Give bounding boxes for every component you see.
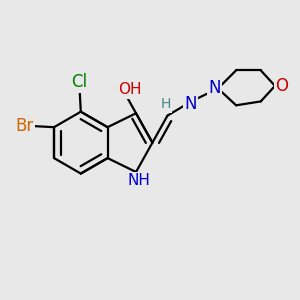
Text: O: O (275, 77, 288, 95)
Text: OH: OH (118, 82, 142, 98)
Text: H: H (161, 98, 171, 112)
Text: Cl: Cl (71, 73, 87, 91)
Text: Br: Br (16, 117, 34, 135)
Text: N: N (184, 95, 197, 113)
Text: N: N (208, 80, 221, 98)
Text: NH: NH (128, 173, 150, 188)
